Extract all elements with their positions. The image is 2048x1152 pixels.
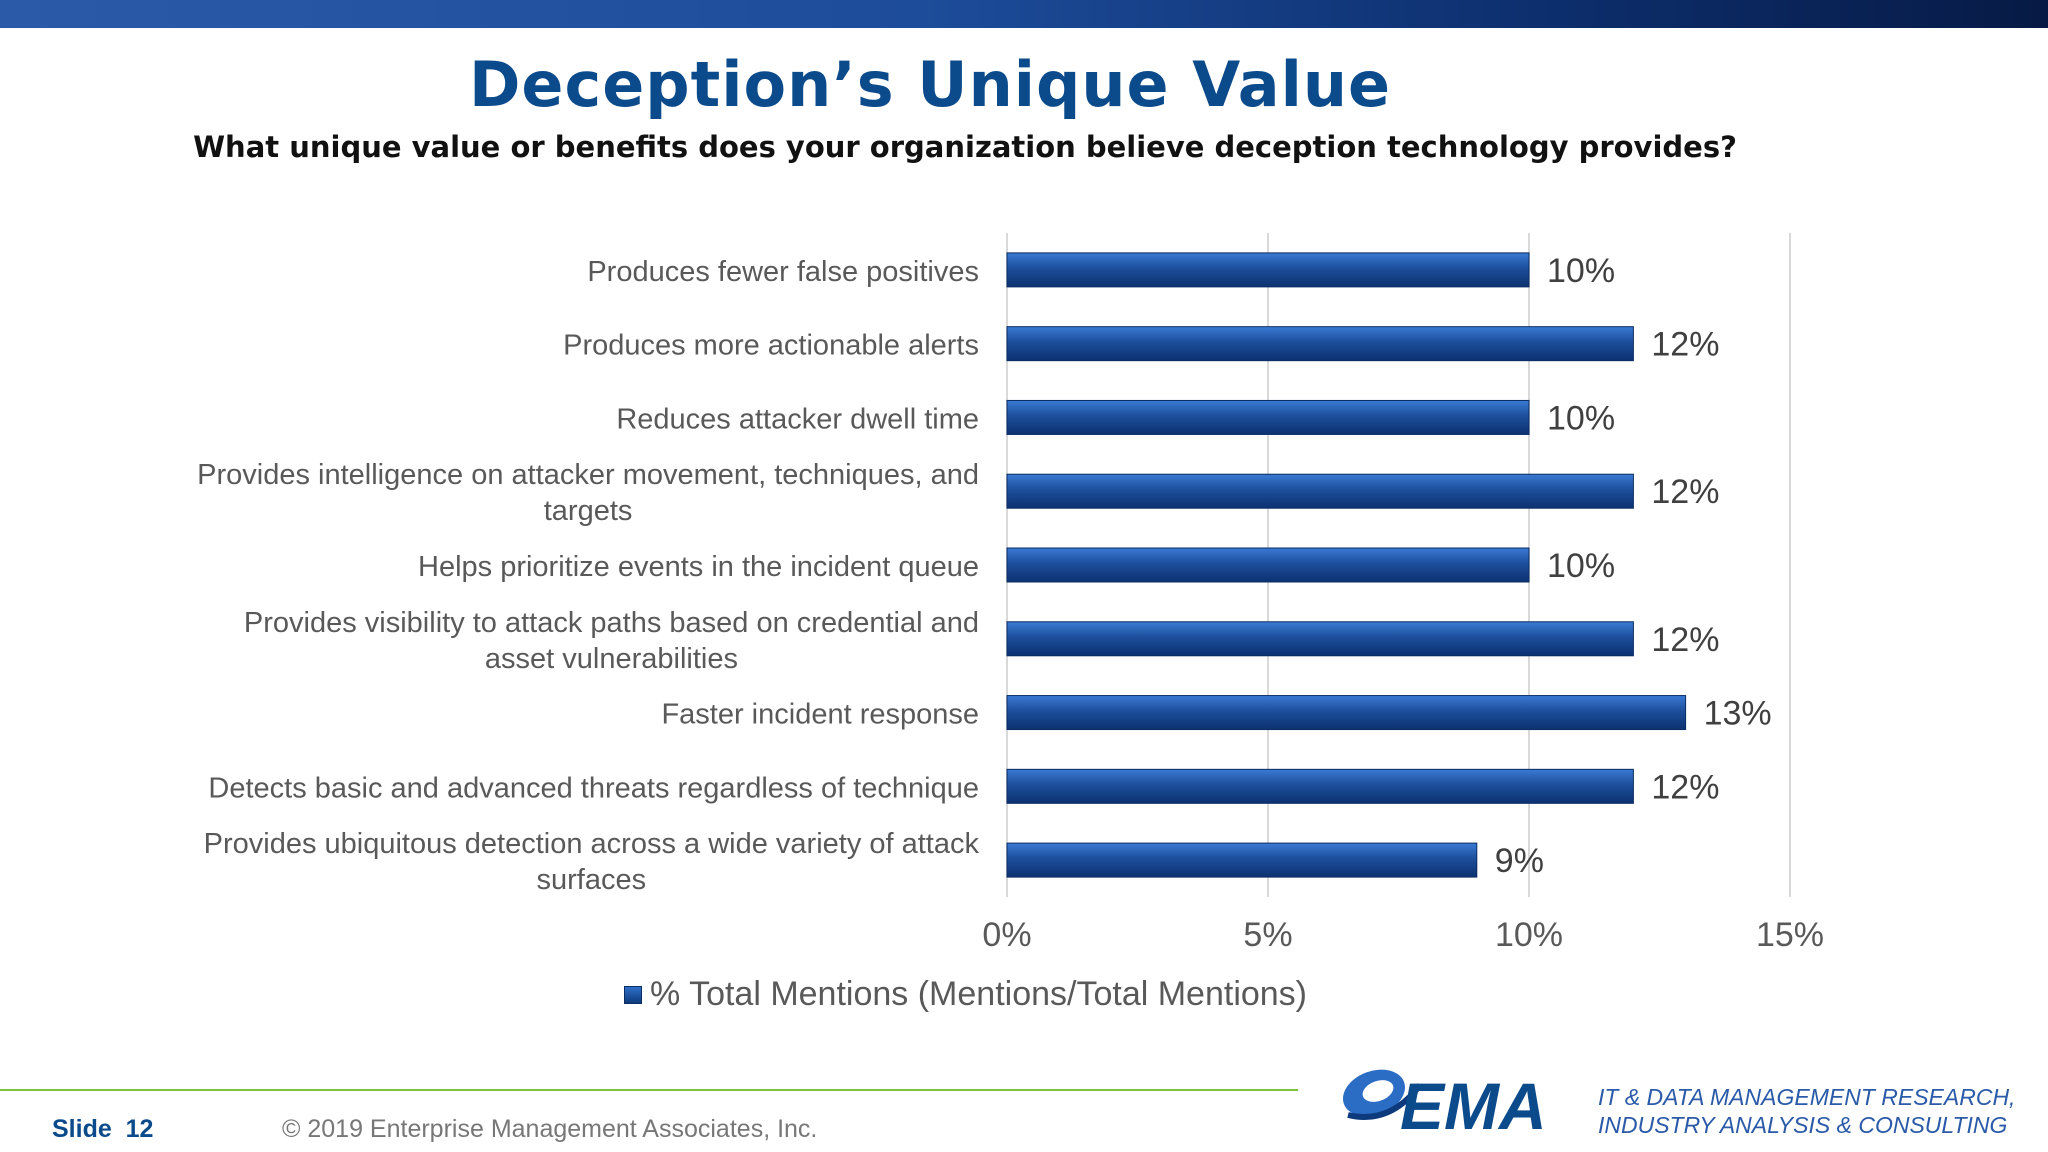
- category-label-continued: asset vulnerabilities: [485, 643, 738, 675]
- bar: [1006, 399, 1530, 435]
- slide-subtitle: What unique value or benefits does your …: [193, 130, 1737, 164]
- data-label: 13%: [1704, 695, 1772, 733]
- category-label: Provides visibility to attack paths base…: [244, 607, 979, 639]
- tagline-line-2: INDUSTRY ANALYSIS & CONSULTING: [1598, 1112, 2008, 1138]
- tagline-line-1: IT & DATA MANAGEMENT RESEARCH,: [1598, 1084, 2016, 1110]
- category-label: Provides ubiquitous detection across a w…: [204, 828, 980, 860]
- x-tick-label: 15%: [1756, 916, 1824, 954]
- category-label-continued: surfaces: [537, 864, 647, 896]
- data-label: 10%: [1547, 252, 1615, 290]
- bar: [1006, 547, 1530, 583]
- copyright-text: © 2019 Enterprise Management Associates,…: [282, 1115, 818, 1143]
- category-label-continued: targets: [544, 495, 633, 527]
- slide-number-value: 12: [125, 1115, 154, 1143]
- slide-label-text: Slide: [52, 1115, 112, 1143]
- x-tick-label: 0%: [982, 916, 1031, 954]
- logo-wordmark: EMA: [1400, 1069, 1547, 1140]
- x-tick-label: 5%: [1243, 916, 1292, 954]
- bars: [1006, 252, 1687, 878]
- category-labels: Produces fewer false positives Produces m…: [197, 256, 979, 896]
- data-label: 9%: [1495, 842, 1544, 880]
- slide-title: Deception’s Unique Value: [468, 48, 1392, 121]
- x-axis-ticks: 0% 5% 10% 15%: [982, 916, 1824, 954]
- category-label: Faster incident response: [661, 699, 979, 731]
- category-label: Provides intelligence on attacker moveme…: [197, 459, 979, 491]
- bar: [1006, 473, 1634, 509]
- category-label: Helps prioritize events in the incident …: [418, 551, 979, 583]
- category-label: Produces more actionable alerts: [563, 330, 979, 362]
- bar-chart: 10% 12% 10% 12% 10% 12% 13% 12% 9% Produces fewe…: [197, 233, 1824, 954]
- category-label: Produces fewer false positives: [587, 256, 979, 288]
- data-label: 12%: [1651, 326, 1719, 364]
- x-tick-label: 10%: [1495, 916, 1563, 954]
- footer-divider: [0, 1089, 1298, 1091]
- legend-label: % Total Mentions (Mentions/Total Mention…: [650, 975, 1308, 1013]
- bar: [1006, 621, 1634, 657]
- bar: [1006, 842, 1478, 878]
- company-tagline: IT & DATA MANAGEMENT RESEARCH, INDUSTRY …: [1598, 1083, 2015, 1139]
- category-label: Detects basic and advanced threats regar…: [208, 772, 979, 804]
- slide-number: Slide 12: [52, 1115, 153, 1144]
- data-label: 12%: [1651, 768, 1719, 806]
- data-label: 12%: [1651, 621, 1719, 659]
- bar: [1006, 252, 1530, 288]
- bar: [1006, 326, 1634, 362]
- data-labels: 10% 12% 10% 12% 10% 12% 13% 12% 9%: [1495, 252, 1772, 880]
- ema-logo: EMA: [1343, 1069, 1547, 1140]
- category-label: Reduces attacker dwell time: [616, 403, 979, 435]
- chart-legend: % Total Mentions (Mentions/Total Mention…: [624, 975, 1307, 1014]
- top-banner: [0, 0, 2048, 28]
- legend-swatch: [624, 985, 642, 1004]
- data-label: 12%: [1651, 473, 1719, 511]
- data-label: 10%: [1547, 399, 1615, 437]
- bar: [1006, 695, 1687, 731]
- data-label: 10%: [1547, 547, 1615, 585]
- bar: [1006, 768, 1634, 804]
